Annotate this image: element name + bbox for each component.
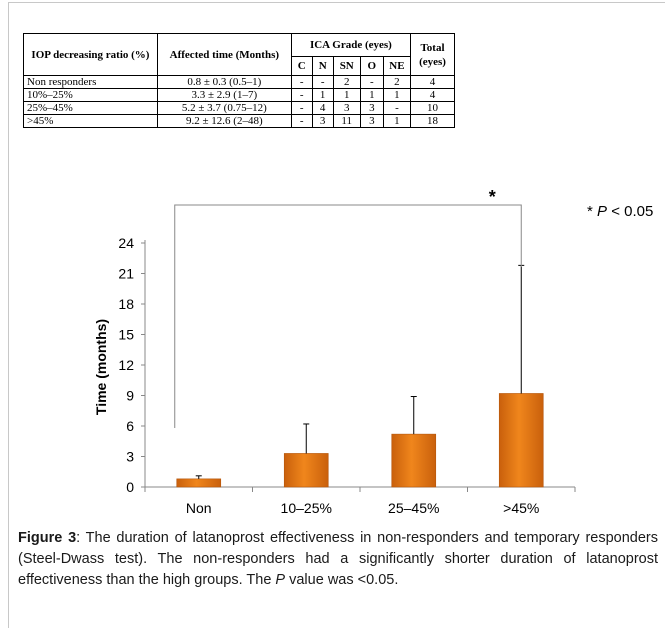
x-tick-label: Non	[186, 500, 212, 516]
bar	[283, 453, 329, 488]
table-row: 10%–25% 3.3 ± 2.9 (1–7) - 1 1 1 1 4	[23, 88, 455, 102]
y-tick-label: 12	[118, 357, 134, 373]
y-tick-label: 21	[118, 266, 134, 282]
table-row: >45% 9.2 ± 12.6 (2–48) - 3 11 3 1 18	[23, 114, 455, 128]
y-tick-label: 0	[126, 479, 134, 495]
cell-time: 5.2 ± 3.7 (0.75–12)	[156, 101, 292, 115]
cell-ratio: >45%	[23, 114, 158, 128]
results-table: IOP decreasing ratio (%) Affected time (…	[23, 33, 455, 128]
significance-bracket	[174, 204, 522, 428]
cell-time: 0.8 ± 0.3 (0.5–1)	[156, 75, 292, 89]
y-tick-label: 24	[118, 235, 134, 251]
x-tick-label: >45%	[503, 500, 539, 516]
cell-sn: 11	[332, 114, 361, 128]
cell-ratio: 25%–45%	[23, 101, 158, 115]
figure-caption: Figure 3: The duration of latanoprost ef…	[18, 528, 658, 591]
cell-ratio: 10%–25%	[23, 88, 158, 102]
page-border-top	[8, 2, 665, 3]
y-tick-label: 18	[118, 296, 134, 312]
caption-text-b: value was <0.05.	[285, 572, 399, 588]
cell-time: 9.2 ± 12.6 (2–48)	[156, 114, 292, 128]
header-iop-ratio: IOP decreasing ratio (%)	[23, 33, 158, 76]
bar	[391, 433, 437, 488]
header-sn: SN	[332, 56, 361, 76]
table-row: 25%–45% 5.2 ± 3.7 (0.75–12) - 4 3 3 - 10	[23, 101, 455, 115]
figure-label: Figure 3	[18, 530, 77, 546]
p-value-note: * P < 0.05	[587, 203, 653, 220]
header-ne: NE	[382, 56, 412, 76]
header-total: Total (eyes)	[410, 33, 455, 76]
y-tick-label: 15	[118, 327, 134, 343]
bar	[498, 393, 544, 488]
page-border-left	[8, 2, 9, 628]
x-tick-label: 10–25%	[281, 500, 332, 516]
y-tick-label: 9	[126, 388, 134, 404]
y-tick-label: 3	[126, 449, 134, 465]
x-tick-label: 25–45%	[388, 500, 439, 516]
header-affected-time: Affected time (Months)	[156, 33, 292, 76]
y-tick-label: 6	[126, 418, 134, 434]
cell-total: 18	[410, 114, 455, 128]
cell-total: 4	[410, 88, 455, 102]
caption-text-a: : The duration of latanoprost effectiven…	[18, 530, 658, 588]
table-row: Non responders 0.8 ± 0.3 (0.5–1) - - 2 -…	[23, 75, 455, 89]
significance-marker: *	[489, 187, 496, 207]
bar	[176, 478, 222, 488]
cell-ne: 1	[382, 114, 412, 128]
y-axis-label: Time (months)	[93, 319, 109, 415]
caption-p-symbol: P	[275, 572, 286, 588]
cell-time: 3.3 ± 2.9 (1–7)	[156, 88, 292, 102]
